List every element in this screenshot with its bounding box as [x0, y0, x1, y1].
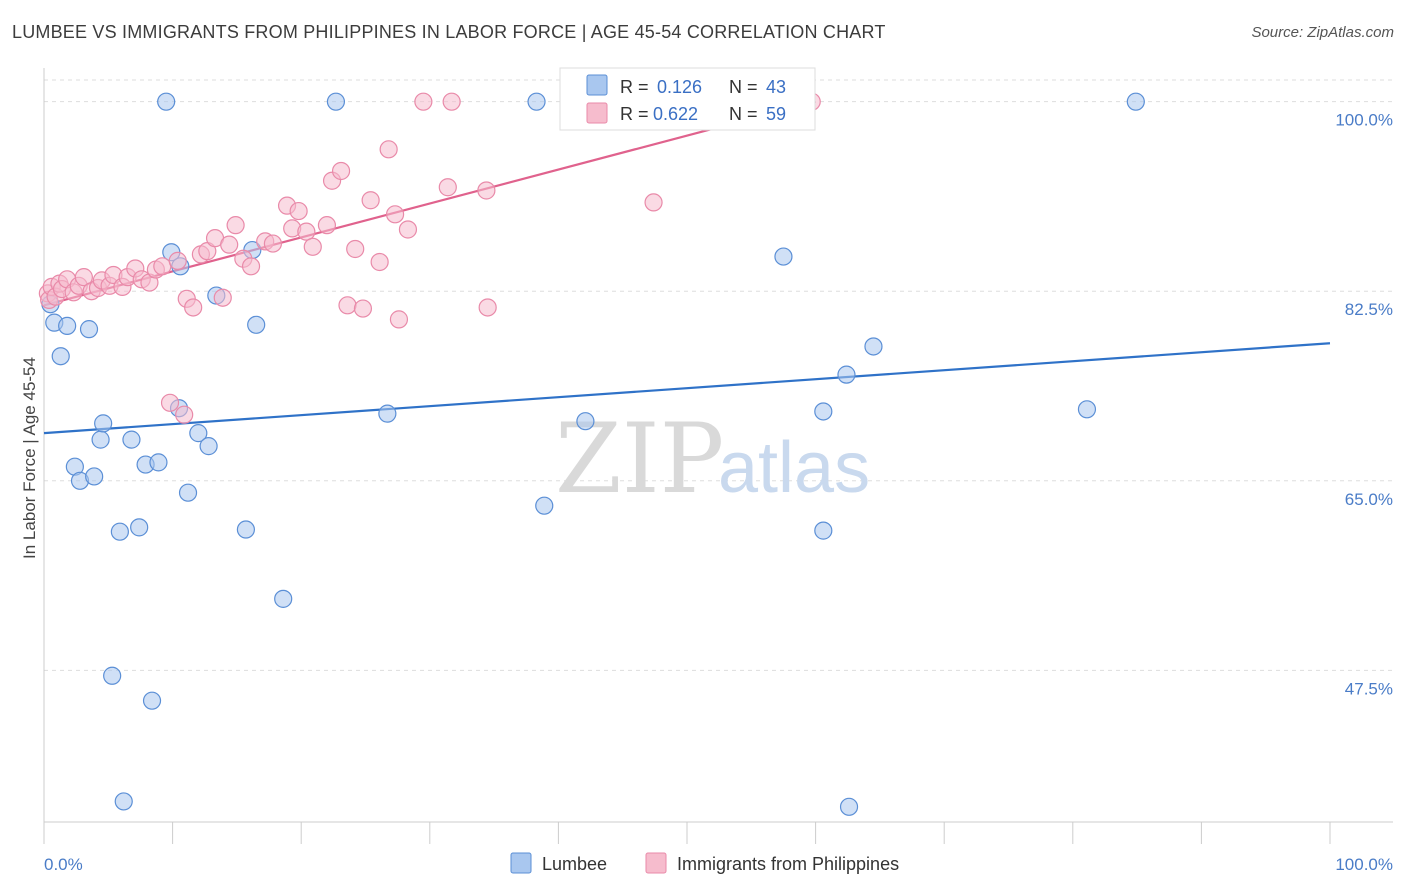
data-point-lumbee	[837, 365, 856, 384]
data-point-lumbee	[114, 792, 133, 811]
trend-line-lumbee	[43, 342, 1331, 435]
data-point-lumbee	[189, 424, 208, 443]
data-point-lumbee	[110, 522, 129, 541]
data-points	[38, 92, 1145, 816]
data-point-philippines	[379, 140, 398, 159]
data-point-philippines	[398, 220, 418, 239]
y-tick-label: 47.5%	[1345, 679, 1393, 698]
data-point-philippines	[74, 268, 93, 287]
data-point-lumbee	[774, 247, 793, 266]
data-point-philippines	[477, 181, 496, 200]
bottom-legend-swatch-lumbee	[510, 852, 532, 874]
legend-n-value-lumbee: 43	[766, 77, 786, 97]
data-point-philippines	[153, 257, 172, 276]
data-point-philippines	[385, 205, 405, 224]
data-point-lumbee	[576, 412, 595, 431]
data-point-lumbee	[79, 320, 99, 339]
stats-legend: R = 0.126 N = 43 R = 0.622 N = 59	[559, 67, 816, 131]
y-tick-label: 65.0%	[1345, 490, 1393, 509]
watermark: ZIP atlas	[555, 403, 870, 515]
data-point-lumbee	[527, 92, 546, 111]
trend-line-philippines	[43, 100, 816, 307]
data-point-lumbee	[94, 414, 113, 433]
data-point-philippines	[438, 178, 457, 197]
data-point-lumbee	[103, 666, 122, 685]
data-point-lumbee	[178, 483, 198, 502]
data-point-philippines	[370, 252, 389, 272]
data-point-lumbee	[535, 496, 554, 515]
data-point-philippines	[414, 92, 433, 111]
y-tick-label: 82.5%	[1345, 300, 1393, 319]
legend-r-label-lumbee: R =	[620, 77, 649, 97]
data-point-lumbee	[199, 437, 218, 456]
source-label: Source: ZipAtlas.com	[1251, 24, 1394, 41]
data-point-philippines	[442, 92, 461, 111]
data-point-lumbee	[122, 430, 141, 449]
legend-swatch-lumbee	[586, 74, 608, 96]
data-point-philippines	[297, 222, 316, 241]
data-point-philippines	[331, 161, 351, 181]
data-point-lumbee	[142, 691, 162, 710]
data-point-lumbee	[58, 316, 77, 335]
legend-n-label-lumbee: N =	[729, 77, 758, 97]
bottom-legend-swatch-philippines	[645, 852, 667, 874]
data-point-philippines	[263, 234, 283, 253]
trend-lines	[43, 100, 1331, 435]
data-point-philippines	[644, 193, 663, 212]
data-point-philippines	[184, 298, 203, 317]
data-point-philippines	[353, 299, 373, 318]
data-point-philippines	[478, 298, 497, 317]
data-point-lumbee	[814, 402, 833, 421]
axes	[43, 68, 1393, 844]
data-point-philippines	[213, 288, 232, 307]
data-point-lumbee	[814, 521, 833, 540]
data-point-lumbee	[85, 467, 104, 486]
legend-n-value-philippines: 59	[766, 104, 786, 124]
data-point-lumbee	[326, 92, 346, 111]
data-point-lumbee	[839, 797, 859, 816]
bottom-legend-label-lumbee: Lumbee	[542, 854, 607, 874]
data-point-lumbee	[149, 453, 168, 472]
series-legend: Lumbee Immigrants from Philippines	[510, 852, 899, 874]
x-tick-label-max: 100.0%	[1335, 855, 1393, 874]
data-point-lumbee	[378, 404, 397, 423]
data-point-philippines	[168, 251, 187, 270]
legend-r-value-philippines: 0.622	[653, 104, 698, 124]
data-point-philippines	[317, 216, 337, 235]
data-point-philippines	[289, 201, 308, 221]
data-point-lumbee	[864, 337, 883, 356]
data-point-philippines	[175, 405, 194, 424]
data-point-philippines	[220, 235, 239, 254]
legend-r-label-philippines: R =	[620, 104, 649, 124]
y-tick-label: 100.0%	[1335, 111, 1393, 130]
data-point-lumbee	[247, 315, 266, 334]
data-point-philippines	[389, 310, 409, 329]
data-point-philippines	[361, 191, 380, 210]
grid-lines	[44, 79, 1393, 671]
legend-swatch-philippines	[586, 102, 608, 124]
data-point-lumbee	[274, 589, 293, 608]
data-point-lumbee	[91, 430, 110, 449]
data-point-lumbee	[51, 347, 70, 366]
watermark-atlas: atlas	[718, 428, 870, 508]
data-point-philippines	[346, 239, 365, 259]
tick-labels: 47.5% 65.0% 82.5% 100.0% 0.0% 100.0%	[44, 111, 1393, 874]
data-point-philippines	[226, 216, 245, 235]
y-axis-label: In Labor Force | Age 45-54	[20, 357, 39, 559]
chart-title: LUMBEE VS IMMIGRANTS FROM PHILIPPINES IN…	[12, 22, 886, 42]
data-point-philippines	[241, 257, 261, 276]
legend-r-value-lumbee: 0.126	[657, 77, 702, 97]
data-point-lumbee	[236, 520, 256, 539]
legend-n-label-philippines: N =	[729, 104, 758, 124]
bottom-legend-label-philippines: Immigrants from Philippines	[677, 854, 899, 874]
data-point-philippines	[338, 296, 357, 315]
data-point-lumbee	[1126, 92, 1145, 111]
x-tick-label-min: 0.0%	[44, 855, 83, 874]
data-point-lumbee	[1077, 400, 1097, 419]
data-point-lumbee	[130, 518, 149, 537]
data-point-lumbee	[157, 92, 176, 111]
data-point-philippines	[303, 237, 322, 256]
data-point-philippines	[160, 393, 180, 412]
